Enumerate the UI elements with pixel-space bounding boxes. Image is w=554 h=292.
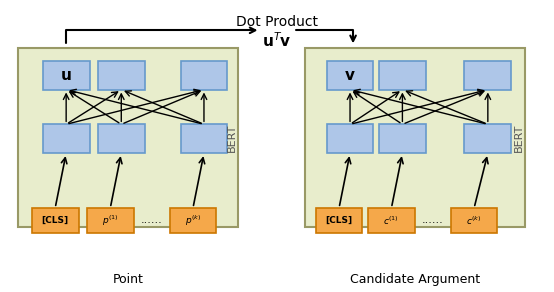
- Text: BERT: BERT: [227, 123, 237, 152]
- FancyBboxPatch shape: [98, 61, 145, 90]
- FancyBboxPatch shape: [305, 48, 525, 227]
- FancyBboxPatch shape: [450, 208, 497, 233]
- Text: BERT: BERT: [514, 123, 524, 152]
- FancyBboxPatch shape: [43, 61, 90, 90]
- FancyBboxPatch shape: [379, 61, 426, 90]
- FancyBboxPatch shape: [18, 48, 238, 227]
- Text: Dot Product: Dot Product: [236, 15, 318, 29]
- Text: [CLS]: [CLS]: [325, 216, 352, 225]
- Text: $c^{(1)}$: $c^{(1)}$: [383, 214, 399, 227]
- FancyBboxPatch shape: [98, 124, 145, 153]
- Text: u: u: [61, 68, 71, 83]
- Text: $\mathbf{u}^T\mathbf{v}$: $\mathbf{u}^T\mathbf{v}$: [262, 31, 292, 50]
- FancyBboxPatch shape: [181, 124, 227, 153]
- FancyBboxPatch shape: [464, 124, 511, 153]
- Text: $p^{(1)}$: $p^{(1)}$: [102, 213, 119, 228]
- Text: $p^{(k)}$: $p^{(k)}$: [185, 213, 201, 228]
- Text: ......: ......: [141, 215, 162, 225]
- Text: v: v: [345, 68, 355, 83]
- FancyBboxPatch shape: [32, 208, 79, 233]
- Text: Point: Point: [112, 272, 143, 286]
- FancyBboxPatch shape: [87, 208, 134, 233]
- FancyBboxPatch shape: [327, 61, 373, 90]
- Text: $c^{(k)}$: $c^{(k)}$: [466, 214, 482, 227]
- Text: ......: ......: [422, 215, 444, 225]
- FancyBboxPatch shape: [464, 61, 511, 90]
- FancyBboxPatch shape: [379, 124, 426, 153]
- FancyBboxPatch shape: [181, 61, 227, 90]
- Text: Candidate Argument: Candidate Argument: [350, 272, 480, 286]
- FancyBboxPatch shape: [43, 124, 90, 153]
- FancyBboxPatch shape: [170, 208, 217, 233]
- Text: [CLS]: [CLS]: [42, 216, 69, 225]
- FancyBboxPatch shape: [327, 124, 373, 153]
- FancyBboxPatch shape: [316, 208, 362, 233]
- FancyBboxPatch shape: [368, 208, 415, 233]
